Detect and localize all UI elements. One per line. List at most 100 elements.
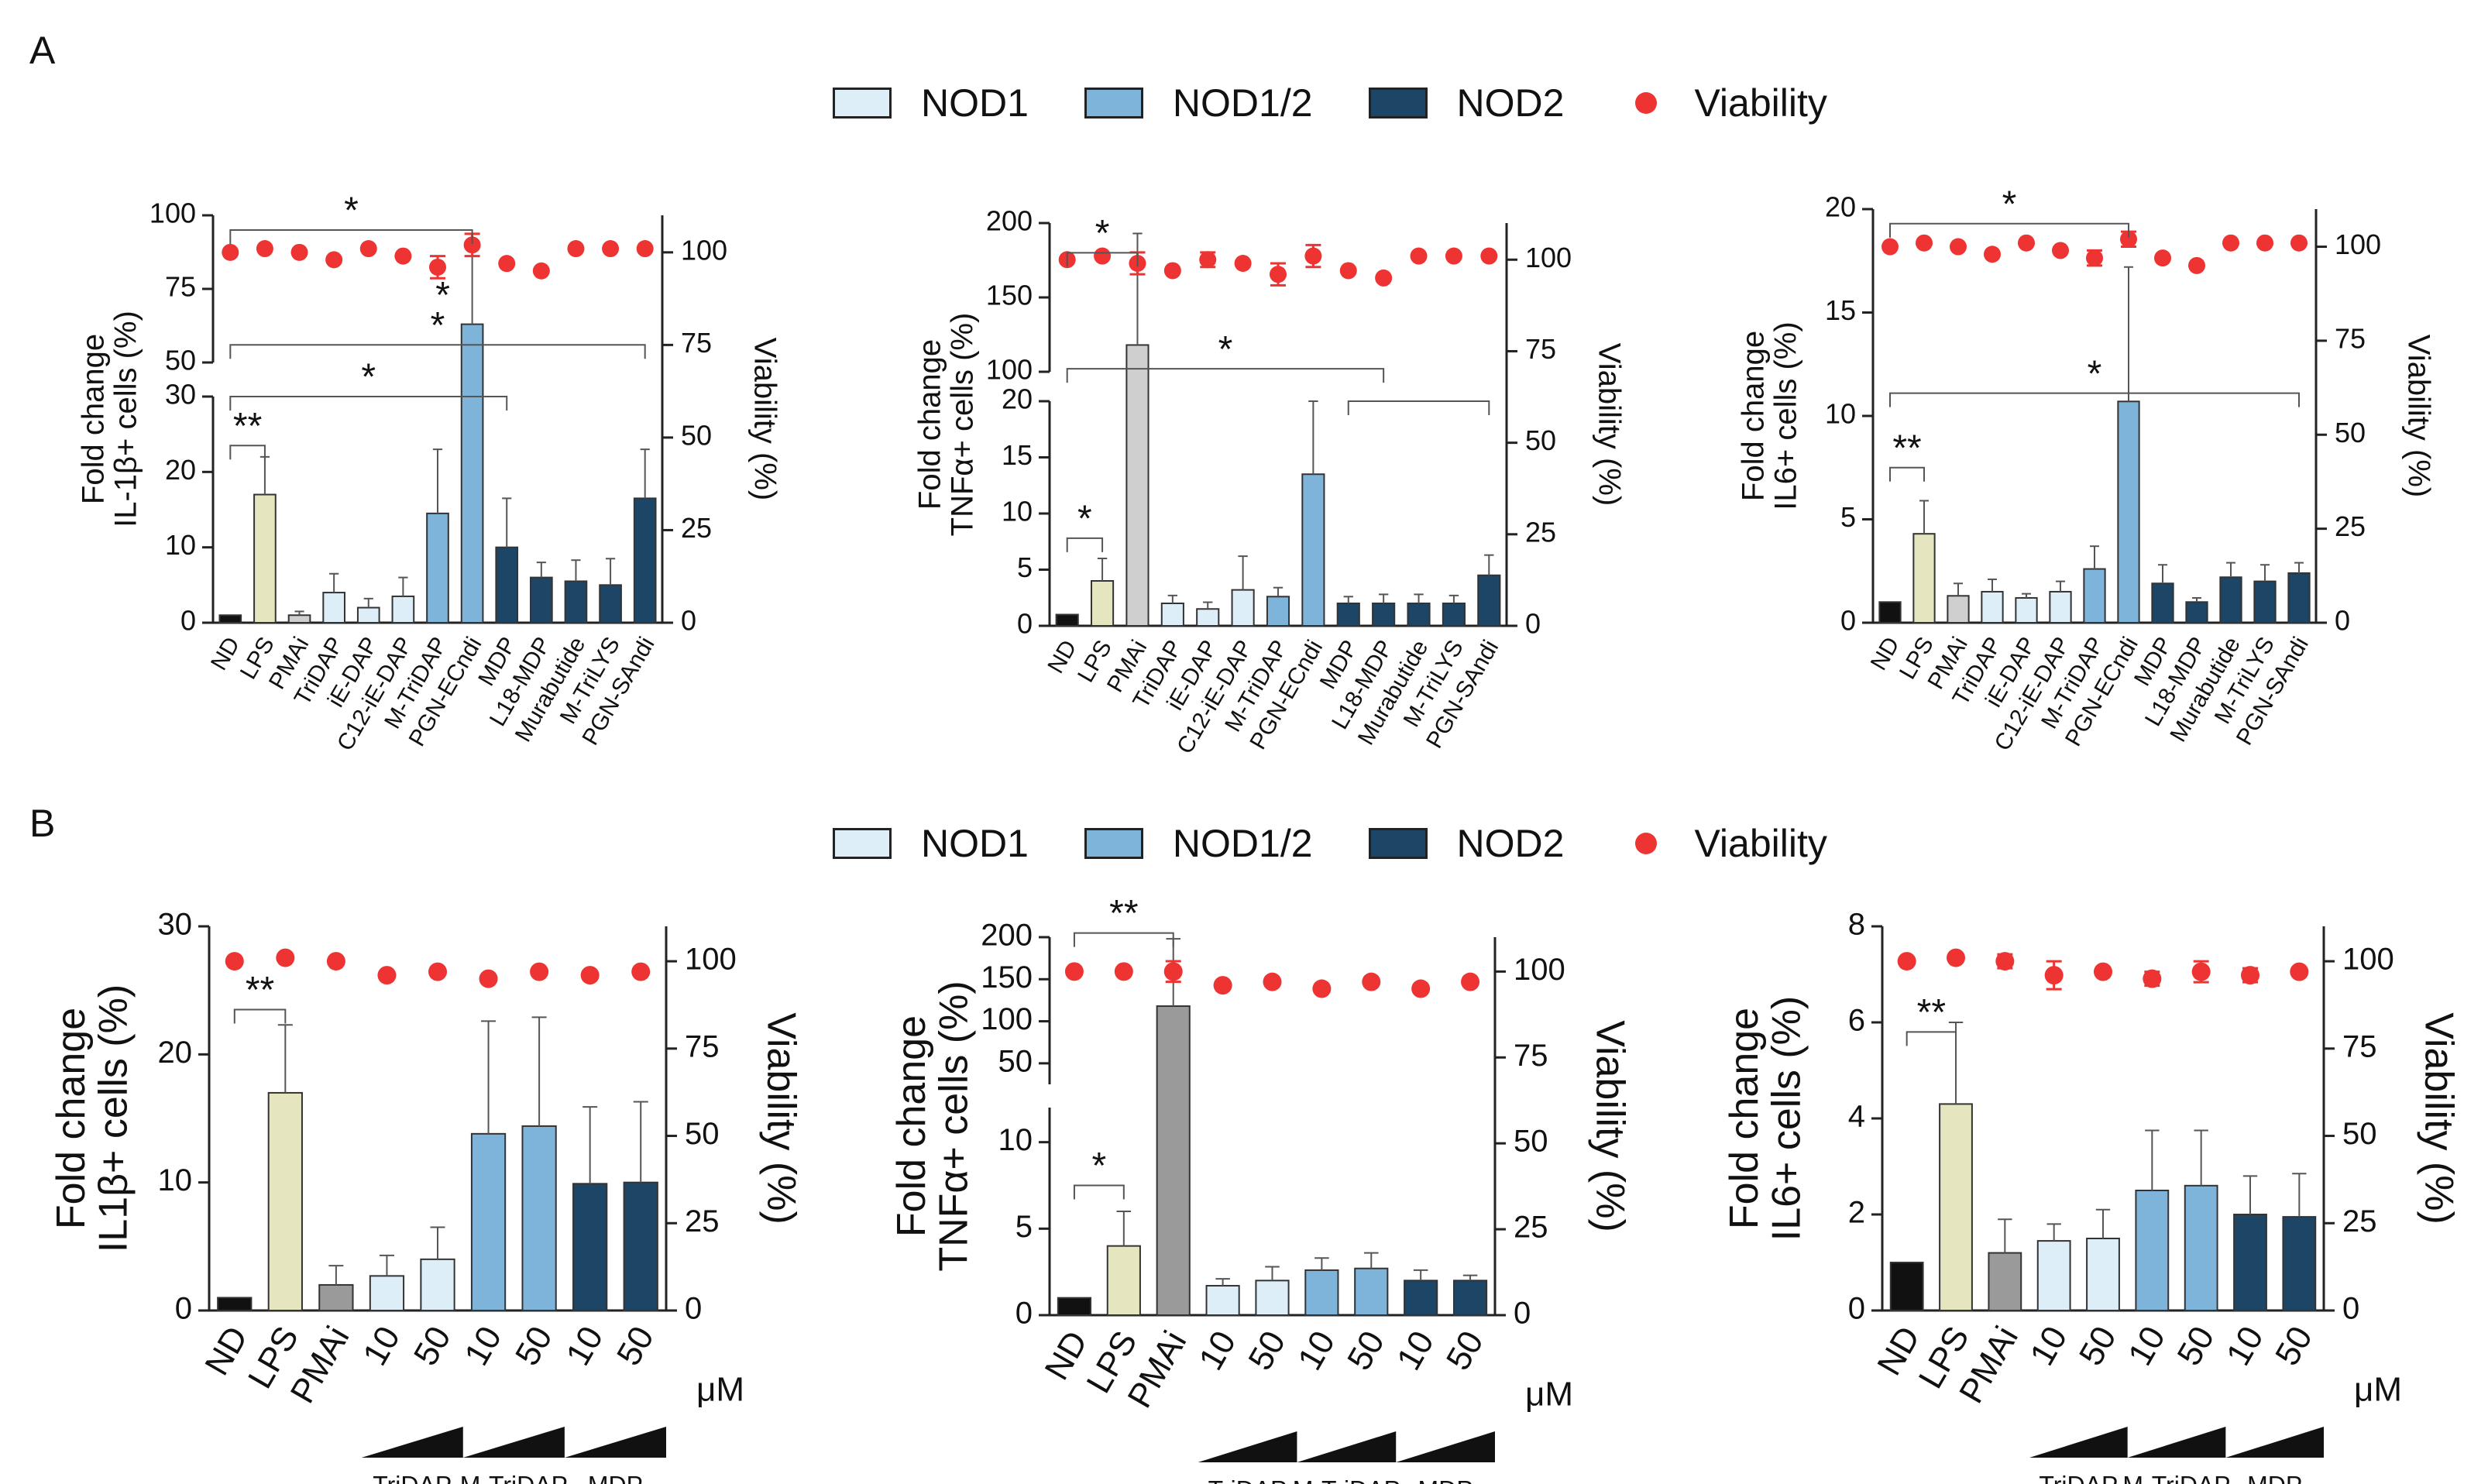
dose-ramp	[462, 1427, 565, 1458]
y2-axis-title: Viability (%)	[758, 1012, 803, 1225]
viability-point	[225, 952, 244, 971]
category-label: 50	[610, 1320, 662, 1372]
viability-point	[1263, 972, 1282, 991]
y2-tick-label: 0	[685, 1292, 702, 1326]
category-label: 10	[2022, 1320, 2074, 1372]
y2-tick-label: 0	[681, 605, 696, 637]
bar	[1160, 603, 1184, 627]
legend-item-nod1: NOD1	[833, 81, 1029, 125]
viability-point	[1304, 247, 1322, 265]
bar	[1196, 608, 1220, 627]
y-axis-title: Fold change	[1722, 1008, 1767, 1229]
category-label: 50	[2170, 1320, 2222, 1372]
significance-label: *	[1095, 213, 1110, 254]
category-label: 10	[356, 1320, 407, 1372]
y2-tick-label: 75	[1525, 333, 1556, 365]
bar	[2253, 580, 2277, 623]
viability-point	[2290, 962, 2309, 981]
dose-ramp	[1396, 1431, 1495, 1462]
viability-point	[2222, 234, 2239, 252]
bar	[530, 576, 553, 623]
viability-point	[394, 247, 412, 265]
y2-tick-label: 0	[1514, 1297, 1531, 1331]
y2-tick-label: 75	[685, 1029, 720, 1063]
viability-point	[2044, 966, 2064, 985]
y-tick-label: 10	[165, 529, 196, 561]
bar	[253, 493, 277, 623]
dose-ramp	[1297, 1431, 1397, 1462]
y2-axis-title: Viability (%)	[1587, 1020, 1632, 1232]
significance-bracket	[1347, 400, 1490, 415]
y-axis-title: IL6+ cells (%)	[1769, 321, 1803, 510]
dose-group-label: M-TriDAP	[1293, 1475, 1400, 1484]
y-tick-label: 6	[1848, 1004, 1865, 1038]
y-axis-title: TNFα+ cells (%)	[932, 981, 977, 1271]
viability-point	[463, 236, 481, 254]
bar	[1106, 1245, 1141, 1316]
dose-group-label: MDP	[1418, 1475, 1473, 1484]
y2-tick-label: 100	[1525, 242, 1572, 273]
bar	[460, 323, 484, 623]
y-tick-label: 0	[1848, 1292, 1865, 1326]
viability-point	[1199, 251, 1217, 269]
bar	[623, 1181, 658, 1311]
bar	[521, 1125, 557, 1312]
legend-item-nod2: NOD2	[1368, 821, 1564, 866]
category-label: 50	[2072, 1320, 2124, 1372]
y2-axis-title: Viability (%)	[1592, 343, 1626, 506]
bar	[2219, 576, 2242, 624]
viability-point	[1270, 266, 1287, 283]
y-tick-label: 8	[1848, 908, 1865, 942]
significance-label: *	[1092, 1146, 1107, 1187]
dose-group-label: TriDAP	[1208, 1475, 1287, 1484]
bar	[1091, 580, 1115, 627]
viability-point	[1339, 262, 1357, 280]
significance-label: *	[2002, 184, 2017, 225]
y2-tick-label: 25	[1525, 516, 1556, 548]
bar	[318, 1283, 354, 1312]
bar	[1266, 596, 1290, 627]
viability-point	[325, 251, 343, 269]
category-label: 50	[1241, 1324, 1293, 1376]
bar	[2117, 400, 2140, 623]
significance-bracket	[1066, 537, 1104, 552]
dose-group-label: MDP	[2247, 1471, 2302, 1484]
significance-label: *	[1077, 499, 1092, 540]
viability-point	[1897, 952, 1916, 971]
y2-tick-label: 75	[2342, 1029, 2377, 1063]
bar	[1442, 603, 1466, 627]
viability-point	[1995, 952, 2015, 971]
dose-group-label: M-TriDAP	[2122, 1471, 2230, 1484]
y2-tick-label: 50	[1514, 1125, 1548, 1159]
y2-tick-label: 50	[2335, 417, 2366, 448]
bar	[2086, 1238, 2120, 1311]
y-tick-label: 20	[158, 1036, 193, 1070]
y-tick-label: 30	[165, 379, 196, 411]
viability-point	[2094, 962, 2112, 981]
bar	[1304, 1269, 1339, 1317]
bar	[426, 512, 449, 623]
significance-label: **	[1109, 893, 1138, 934]
bar	[2049, 590, 2072, 624]
bar	[1354, 1267, 1389, 1316]
category-label: 50	[407, 1320, 459, 1372]
y-tick-label: 5	[1840, 501, 1856, 533]
viability-point	[567, 240, 585, 258]
y-tick-label: 75	[165, 271, 196, 303]
y-axis-title: Fold change	[913, 339, 947, 510]
y-tick-label: 0	[180, 605, 196, 637]
y2-axis-title: Viability (%)	[2401, 335, 2435, 497]
viability-point	[1163, 262, 1181, 280]
significance-bracket	[1906, 1031, 1957, 1046]
category-label: 10	[1191, 1324, 1243, 1376]
bar	[495, 546, 519, 624]
dose-group-label: TriDAP	[2039, 1471, 2118, 1484]
y-tick-label: 10	[1002, 496, 1033, 527]
y2-tick-label: 75	[2335, 322, 2366, 354]
y2-tick-label: 75	[1514, 1039, 1548, 1073]
dose-unit-label: μM	[696, 1371, 744, 1409]
dose-group-label: TriDAP	[373, 1471, 452, 1484]
y-axis-title: TNFα+ cells (%)	[946, 313, 980, 537]
legend-label-nod2: NOD2	[1456, 81, 1565, 125]
